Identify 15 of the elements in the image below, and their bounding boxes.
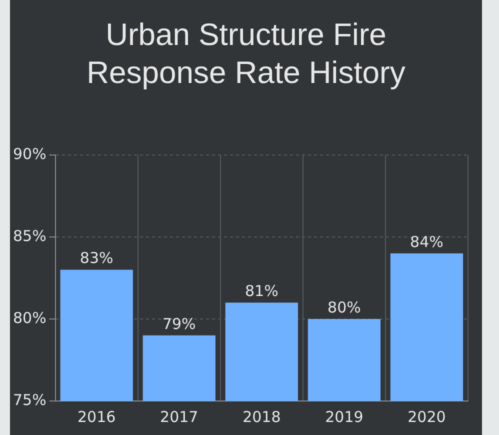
- y-tick-label: 75%: [12, 390, 46, 409]
- x-tick-label: 2020: [408, 408, 446, 426]
- data-label: 83%: [80, 249, 114, 268]
- x-tick-label: 2018: [242, 408, 281, 426]
- y-tick-label: 80%: [12, 308, 46, 327]
- x-tick-label: 2017: [160, 408, 198, 426]
- y-tick-label: 90%: [12, 144, 46, 163]
- x-tick-label: 2019: [325, 408, 364, 426]
- data-label: 80%: [328, 298, 361, 316]
- data-label: 79%: [162, 314, 196, 333]
- data-label: 84%: [410, 232, 444, 251]
- y-tick-label: 85%: [12, 226, 46, 245]
- x-tick-label: 2016: [78, 408, 116, 426]
- chart-title: Urban Structure Fire Response Rate History: [86, 16, 406, 92]
- data-label: 81%: [245, 282, 278, 300]
